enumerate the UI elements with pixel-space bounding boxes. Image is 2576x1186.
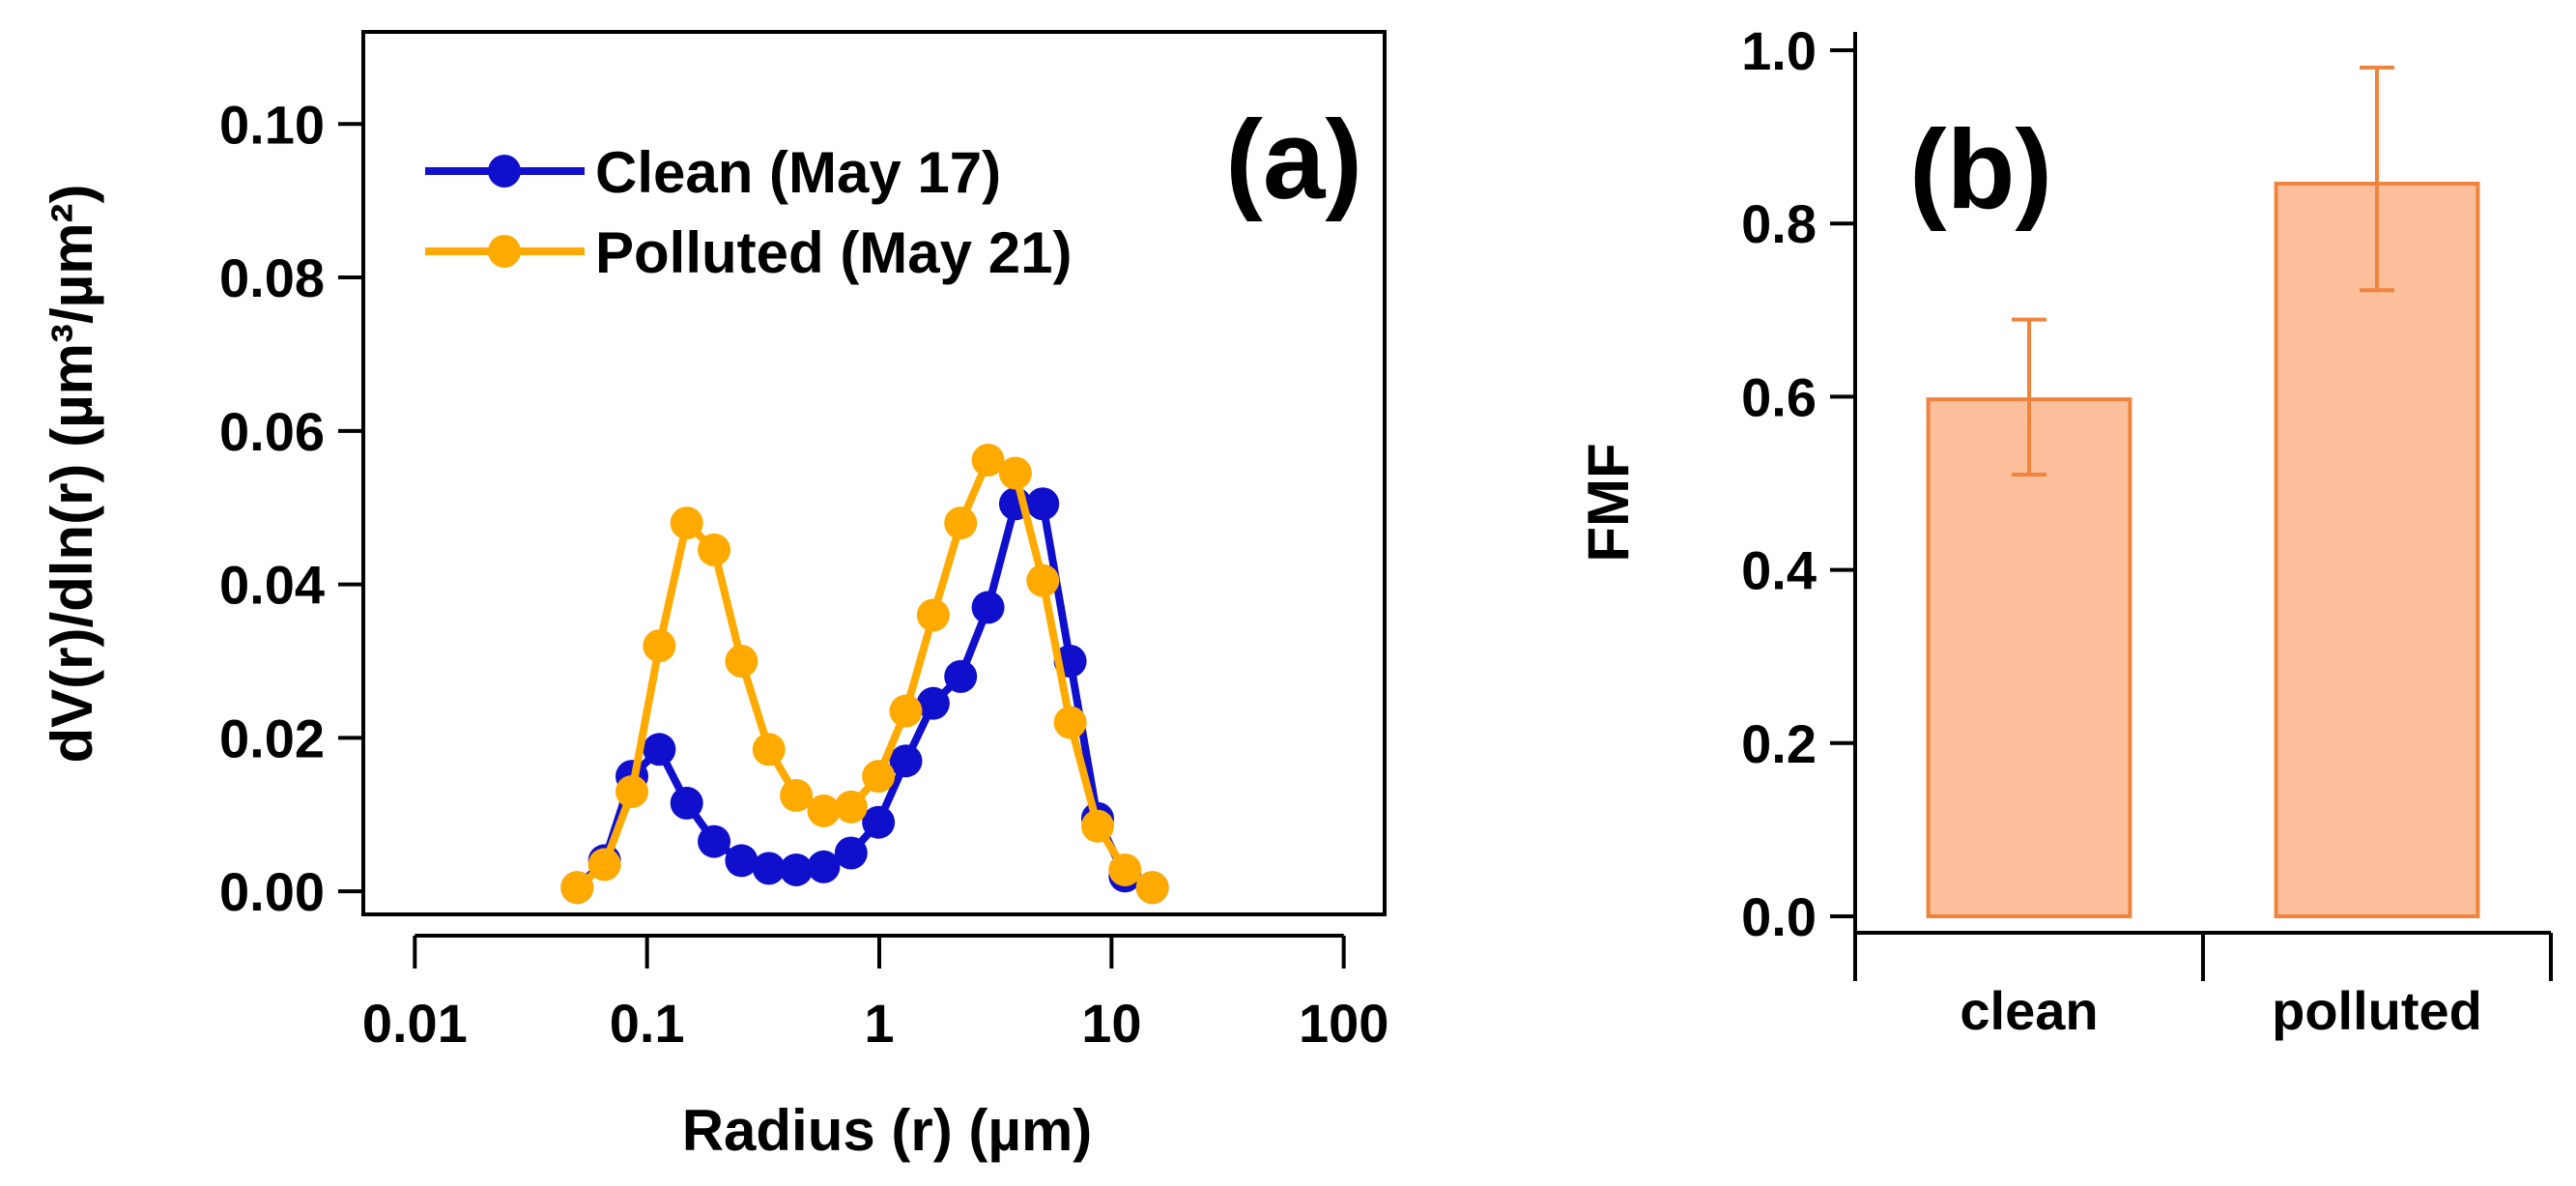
panel-b-y-tick-label: 0.0 (1741, 886, 1817, 947)
data-point-clean (780, 853, 814, 886)
data-point-polluted (615, 774, 649, 808)
data-point-polluted (560, 871, 594, 905)
panel-a-plot-frame (361, 30, 1387, 916)
series-line-polluted (574, 456, 1155, 891)
panel-a-series-layer (560, 444, 1169, 905)
data-point-clean (698, 824, 731, 858)
data-point-polluted (1080, 809, 1114, 843)
panel-b-y-tick-label: 0.4 (1741, 540, 1817, 601)
data-point-polluted (698, 533, 731, 566)
data-point-clean (752, 852, 786, 885)
data-point-polluted (944, 506, 978, 540)
data-point-polluted (725, 645, 758, 679)
data-point-clean (670, 786, 703, 820)
panel-a-y-tick-label: 0.10 (219, 94, 325, 155)
legend-clean-marker (488, 155, 521, 188)
panel-b-y-tick-label: 0.6 (1741, 366, 1817, 427)
data-point-clean (834, 836, 868, 870)
panel-a-y-axis: 0.00 0.02 0.04 0.06 0.08 0.10 (219, 94, 363, 922)
panel-a-y-tick-label: 0.04 (219, 555, 325, 616)
category-label-polluted: polluted (2272, 980, 2482, 1041)
data-point-clean (862, 805, 896, 839)
data-point-polluted (670, 506, 703, 540)
panel-b-y-tick-label: 1.0 (1741, 20, 1817, 81)
panel-a-x-tick-label: 10 (1081, 993, 1141, 1054)
panel-a-y-axis-label: dV(r)/dln(r) (µm³/µm²) (40, 184, 104, 763)
legend-polluted-marker (488, 235, 521, 268)
panel-b-label: (b) (1909, 106, 2052, 232)
data-point-clean (889, 744, 923, 778)
panel-a-y-tick-label: 0.00 (219, 861, 325, 922)
data-point-polluted (889, 694, 923, 728)
data-point-polluted (916, 598, 950, 632)
panel-b-bar-layer (1926, 65, 2480, 918)
bar-polluted (2274, 181, 2480, 918)
data-point-polluted (1053, 706, 1087, 739)
panel-a-y-tick-label: 0.06 (219, 401, 325, 462)
data-point-polluted (752, 733, 786, 767)
data-point-polluted (1135, 871, 1169, 905)
data-point-clean (944, 659, 978, 693)
data-point-polluted (643, 629, 676, 663)
panel-a-label: (a) (1225, 97, 1362, 222)
panel-a-y-tick-label: 0.02 (219, 708, 325, 768)
panel-a-size-distribution: 0.00 0.02 0.04 0.06 0.08 0.10 0.01 0.1 1 10 100 C… (40, 30, 1388, 1163)
data-point-polluted (587, 848, 621, 882)
panel-a-x-axis: 0.01 0.1 1 10 100 (362, 934, 1388, 1054)
data-point-polluted (807, 794, 841, 827)
data-point-polluted (834, 790, 868, 824)
data-point-clean (971, 591, 1005, 624)
data-point-polluted (1026, 564, 1060, 597)
category-label-clean: clean (1960, 980, 2098, 1041)
panel-a-x-tick-label: 0.1 (610, 993, 685, 1054)
panel-b-y-axis: 0.0 0.2 0.4 0.6 0.8 1.0 (1741, 20, 1855, 947)
panel-a-legend: Clean (May 17) Polluted (May 21) (425, 140, 1072, 285)
data-point-clean (643, 733, 676, 767)
data-point-clean (916, 686, 950, 720)
panel-a-x-tick-label: 1 (864, 993, 894, 1054)
panel-a-x-axis-label: Radius (r) (µm) (682, 1098, 1093, 1163)
panel-b-y-axis-label: FMF (1576, 443, 1641, 562)
panel-b-y-tick-label: 0.2 (1741, 713, 1817, 774)
data-point-polluted (971, 444, 1005, 477)
panel-a-x-tick-label: 0.01 (362, 993, 468, 1054)
data-point-polluted (780, 778, 814, 812)
bar-clean (1926, 397, 2132, 918)
data-point-polluted (862, 760, 896, 794)
panel-b-x-axis: clean polluted (1853, 933, 2553, 1041)
data-point-clean (1026, 487, 1060, 521)
data-point-clean (807, 850, 841, 883)
data-point-polluted (998, 456, 1032, 490)
legend-clean-label: Clean (May 17) (595, 140, 1001, 205)
legend-polluted-label: Polluted (May 21) (595, 220, 1072, 285)
data-point-polluted (1108, 853, 1142, 886)
data-point-clean (725, 844, 758, 878)
panel-a-y-tick-label: 0.08 (219, 247, 325, 308)
panel-a-x-tick-label: 100 (1299, 993, 1388, 1054)
panel-b-fmf: 0.0 0.2 0.4 0.6 0.8 1.0 clean polluted (b) FMF (1576, 20, 2553, 1041)
panel-b-y-tick-label: 0.8 (1741, 193, 1817, 254)
